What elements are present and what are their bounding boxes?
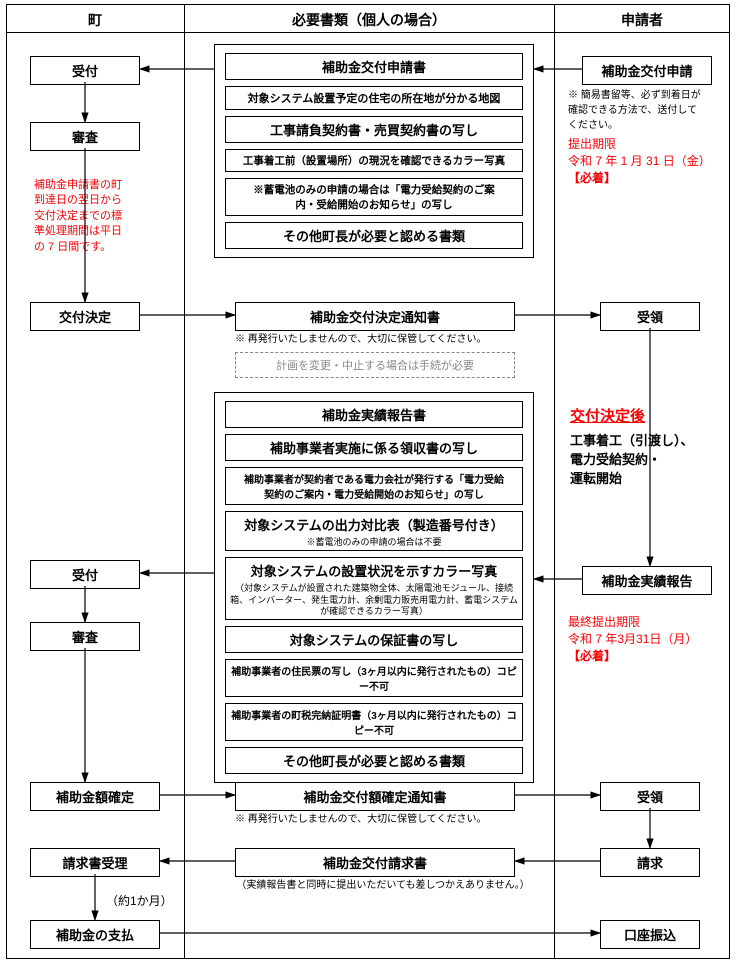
doc-item-main: 対象システムの設置状況を示すカラー写真 [226,558,522,583]
doc-payment-request-note: （実績報告書と同時に提出いただいても差しつかえありません。） [218,876,548,891]
duration-note: （約1か月） [106,892,173,909]
doc-item: 対象システム設置予定の住宅の所在地が分かる地図 [225,86,523,110]
a-furikomi: 口座振込 [600,920,700,949]
a-shinsei: 補助金交付申請 [582,56,712,85]
after-decision-title: 交付決定後 [570,405,725,426]
applicant-deadline2: 最終提出期限 令和 7 年3月31日（月） 【必着】 [568,614,728,664]
doc-grant-decision-note: ※ 再発行いたしませんので、大切に保管してください。 [235,330,535,345]
t-shinsa1: 審査 [30,122,140,151]
a-juryo2: 受領 [600,782,700,811]
doc-item-main: ※蓄電池のみの申請の場合は「電力受給契約のご案 内・受給開始のお知らせ」の写し [226,179,522,215]
col-header-applicant: 申請者 [554,10,730,30]
col-header-town: 町 [6,10,184,30]
applicant-note-delivery: ※ 簡易書留等、必ず到着日が 確認できる方法で、送付して ください。 [568,86,728,131]
deadline1-must: 【必着】 [568,170,728,187]
doc-item: 補助金実績報告書 [225,401,523,428]
doc-item: 補助事業者の町税完納証明書（3ヶ月以内に発行されたもの）コピー不可 [225,703,523,741]
t-shiharai: 補助金の支払 [30,920,160,949]
doc-grant-decision-notice: 補助金交付決定通知書 [235,302,515,331]
doc-item-main: 工事着工前（設置場所）の現況を確認できるカラー写真 [226,150,522,171]
doc-item-sub: ※蓄電池のみの申請の場合は不要 [226,537,522,550]
doc-item-main: その他町長が必要と認める書類 [226,748,522,773]
doc-item-main: 工事請負契約書・売買契約書の写し [226,117,522,142]
t-kakutei: 補助金額確定 [30,782,160,811]
doc-item: 工事請負契約書・売買契約書の写し [225,116,523,143]
deadline2-date: 令和 7 年3月31日（月） [568,631,728,648]
col-header-docs: 必要書類（個人の場合） [184,10,554,30]
doc-item: 補助事業者実施に係る領収書の写し [225,434,523,461]
doc-item: 補助事業者の住民票の写し（3ヶ月以内に発行されたもの）コピー不可 [225,659,523,697]
a-seikyu: 請求 [600,848,700,877]
doc-item: 補助事業者が契約者である電力会社が発行する「電力受給 契約のご案内・電力受給開始… [225,467,523,505]
doc-item-main: その他町長が必要と認める書類 [226,223,522,248]
doc-item-main: 対象システムの出力対比表（製造番号付き） [226,512,522,537]
doc-amount-confirmation-note: ※ 再発行いたしませんので、大切に保管してください。 [235,810,535,825]
plan-change-note: 計画を変更・中止する場合は手続が必要 [235,352,515,378]
doc-item-main: 補助事業者の町税完納証明書（3ヶ月以内に発行されたもの）コピー不可 [226,704,522,740]
doc-item-main: 対象システム設置予定の住宅の所在地が分かる地図 [226,87,522,109]
doc-item-main: 補助事業者が契約者である電力会社が発行する「電力受給 契約のご案内・電力受給開始… [226,468,522,504]
after-decision-body: 工事着工（引渡し）、 電力受給契約・ 運転開始 [570,430,725,487]
applicant-after-decision: 交付決定後 工事着工（引渡し）、 電力受給契約・ 運転開始 [570,405,725,487]
doc-item-main: 対象システムの保証書の写し [226,627,522,652]
t-kofu-kettei: 交付決定 [30,302,140,331]
town-processing-note: 補助金申請書の町 到達日の翌日から 交付決定までの標 準処理期間は平日 の 7 … [34,178,154,255]
t-uketsuke1: 受付 [30,56,140,85]
doc-item-main: 補助事業者の住民票の写し（3ヶ月以内に発行されたもの）コピー不可 [226,660,522,696]
doc-item-main: 補助事業者実施に係る領収書の写し [226,435,522,460]
doc-item: 工事着工前（設置場所）の現況を確認できるカラー写真 [225,149,523,172]
doc-item: ※蓄電池のみの申請の場合は「電力受給契約のご案 内・受給開始のお知らせ」の写し [225,178,523,216]
t-uketsuke2: 受付 [30,560,140,589]
deadline2-title: 最終提出期限 [568,614,728,631]
doc-item: 補助金交付申請書 [225,53,523,80]
a-jisseki: 補助金実績報告 [582,566,712,595]
doc-item: 対象システムの保証書の写し [225,626,523,653]
col-divider-1 [184,4,185,959]
doc-item: 対象システムの出力対比表（製造番号付き）※蓄電池のみの申請の場合は不要 [225,511,523,551]
doc-item: その他町長が必要と認める書類 [225,222,523,249]
doc-payment-request: 補助金交付請求書 [235,848,515,877]
applicant-deadline1: 提出期限 令和 7 年 1 月 31 日（金） 【必着】 [568,136,728,186]
col-divider-2 [554,4,555,959]
header-divider [6,32,730,33]
deadline1-title: 提出期限 [568,136,728,153]
t-shinsa2: 審査 [30,622,140,651]
deadline1-date: 令和 7 年 1 月 31 日（金） [568,153,728,170]
a-juryo1: 受領 [600,302,700,331]
doc-item-main: 補助金交付申請書 [226,54,522,79]
doc-group-report: 補助金実績報告書補助事業者実施に係る領収書の写し補助事業者が契約者である電力会社… [214,392,534,783]
doc-item-main: 補助金実績報告書 [226,402,522,427]
t-seikyu-juri: 請求書受理 [30,848,160,877]
doc-item: 対象システムの設置状況を示すカラー写真（対象システムが設置された建築物全体、太陽… [225,557,523,620]
doc-group-application: 補助金交付申請書対象システム設置予定の住宅の所在地が分かる地図工事請負契約書・売… [214,44,534,258]
doc-item-sub: （対象システムが設置された建築物全体、太陽電池モジュール、接続箱、インバーター、… [226,583,522,619]
doc-amount-confirmation-notice: 補助金交付額確定通知書 [235,782,515,811]
deadline2-must: 【必着】 [568,648,728,665]
doc-item: その他町長が必要と認める書類 [225,747,523,774]
